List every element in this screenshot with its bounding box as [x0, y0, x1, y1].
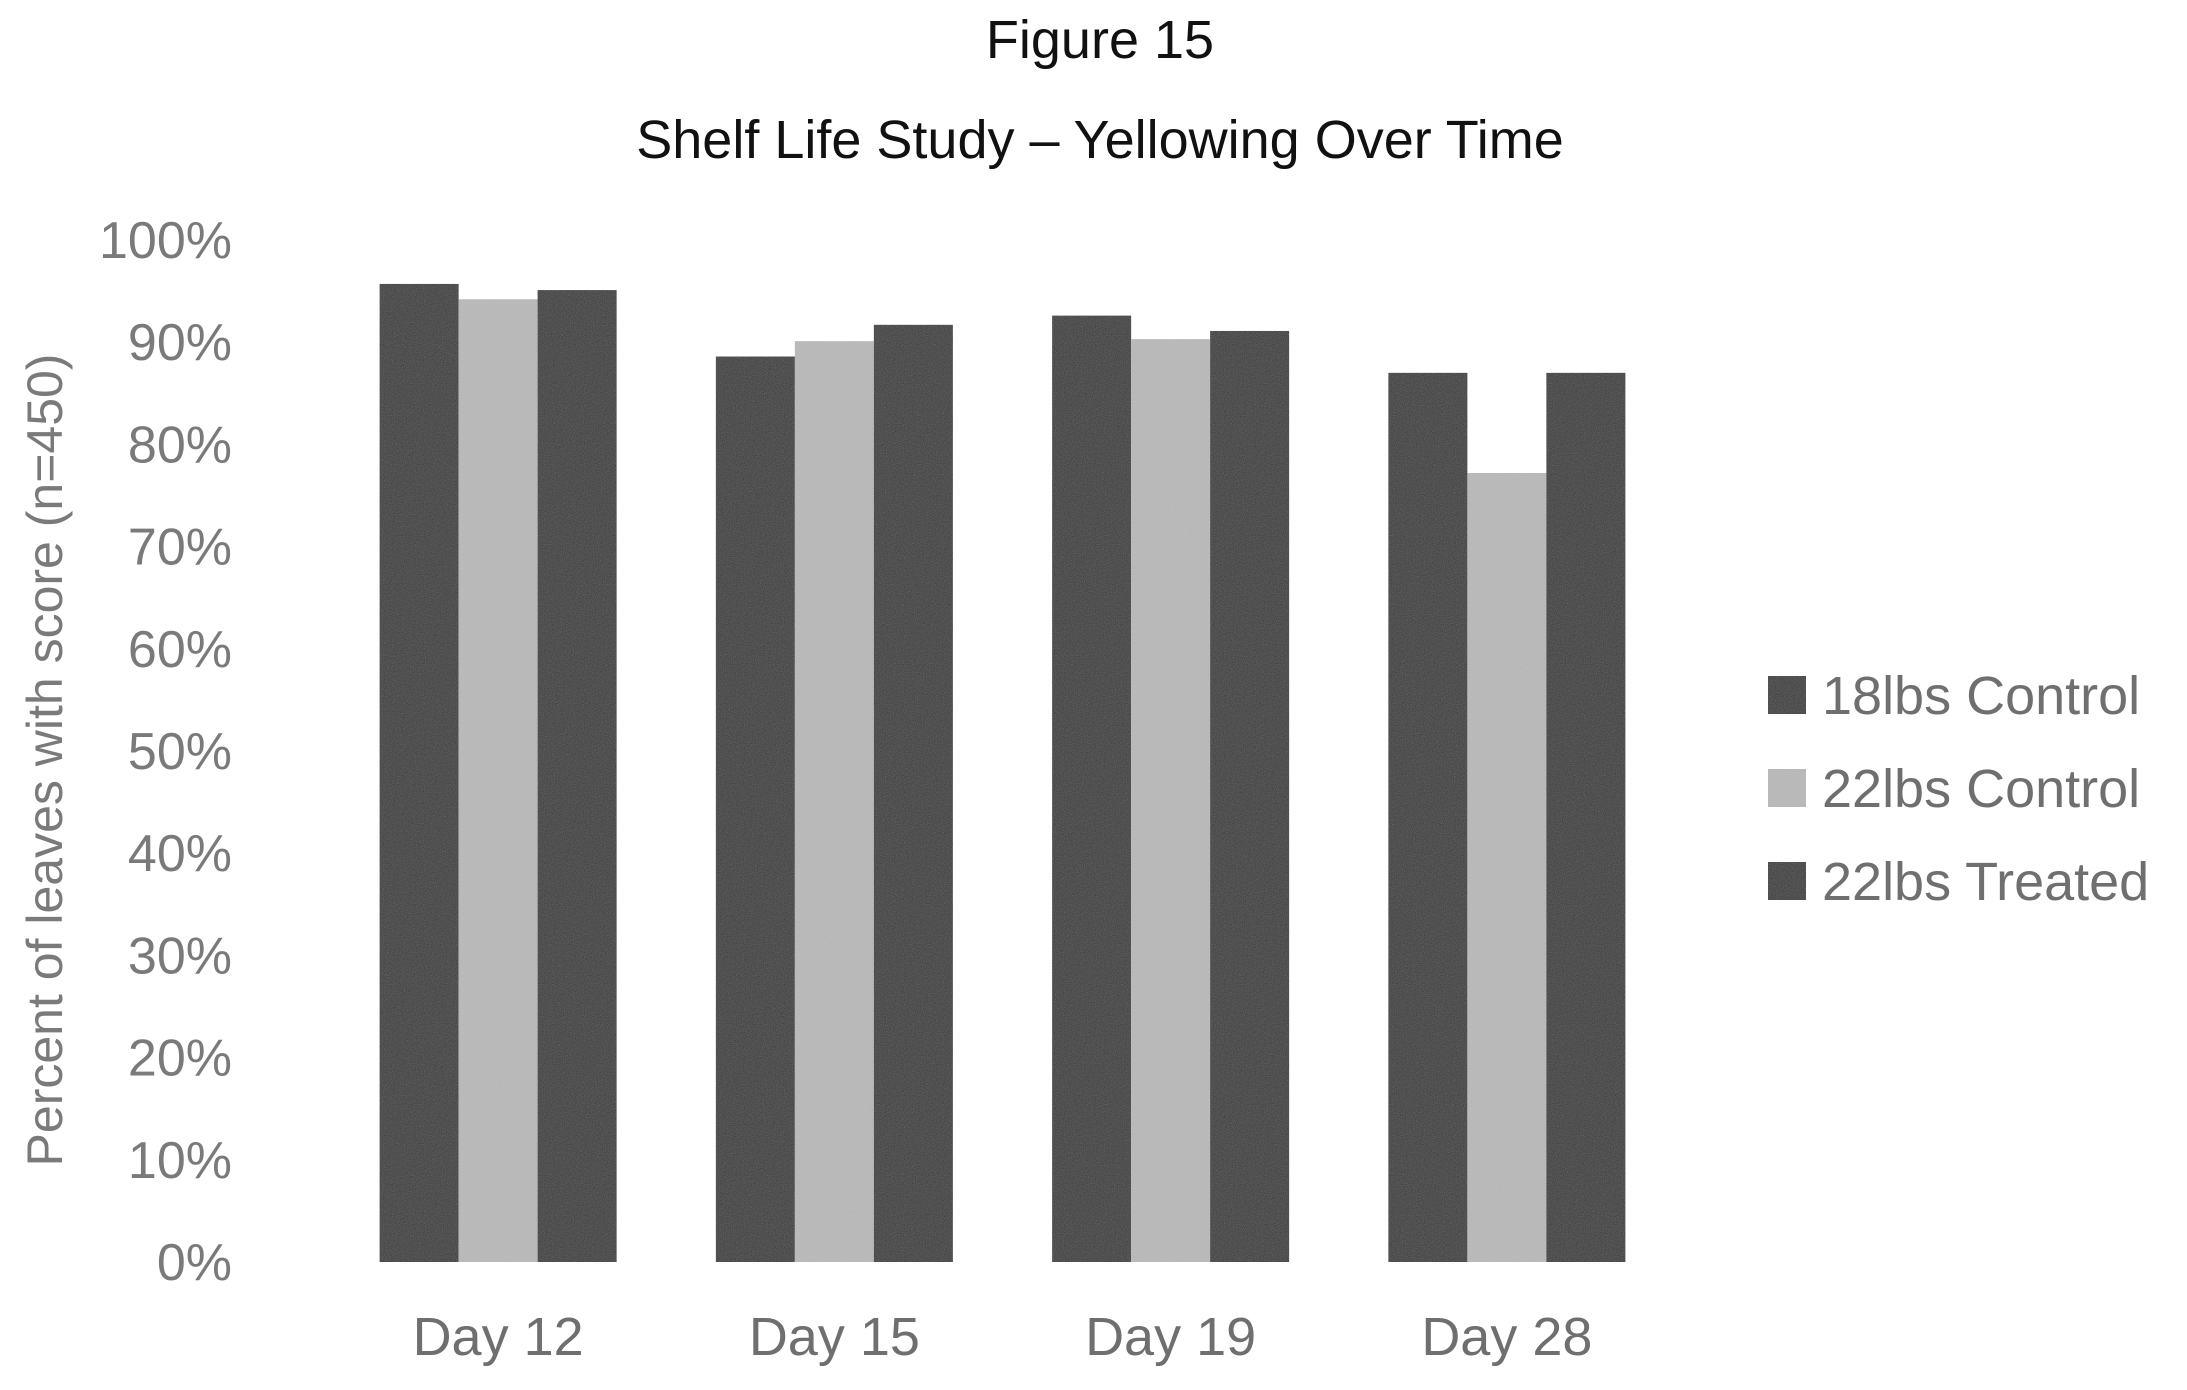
y-tick-label: 100%	[99, 212, 232, 270]
y-tick-label: 20%	[128, 1030, 232, 1088]
legend-swatch	[1768, 862, 1806, 900]
y-tick-label: 10%	[128, 1132, 232, 1190]
y-tick-label: 60%	[128, 621, 232, 679]
y-tick-label: 80%	[128, 416, 232, 474]
x-tick-label: Day 28	[1421, 1307, 1592, 1367]
y-axis-title: Percent of leaves with score (n=450)	[17, 354, 73, 1167]
legend-swatch	[1768, 676, 1806, 714]
legend-swatch	[1768, 769, 1806, 807]
bar	[458, 299, 538, 1262]
legend-label: 18lbs Control	[1822, 666, 2140, 726]
bar	[379, 283, 459, 1262]
y-axis-ticks: 0% 10% 20% 30% 40% 50% 60% 70% 80% 90% 100%	[99, 212, 232, 1292]
x-tick-label: Day 19	[1085, 1307, 1256, 1367]
x-axis-labels: Day 12 Day 15 Day 19 Day 28	[413, 1307, 1593, 1367]
bar	[1210, 330, 1290, 1262]
bar	[873, 324, 953, 1262]
y-tick-label: 40%	[128, 825, 232, 883]
bar	[1052, 315, 1132, 1262]
bar	[1546, 372, 1626, 1262]
legend-label: 22lbs Treated	[1822, 852, 2149, 912]
bar	[1131, 339, 1211, 1262]
bar-plot-area	[379, 283, 1626, 1263]
x-tick-label: Day 15	[749, 1307, 920, 1367]
y-tick-label: 70%	[128, 519, 232, 577]
x-tick-label: Day 12	[413, 1307, 584, 1367]
bar	[715, 356, 795, 1262]
y-tick-label: 50%	[128, 723, 232, 781]
y-tick-label: 90%	[128, 314, 232, 372]
bar	[1388, 372, 1468, 1262]
chart-title: Figure 15	[986, 10, 1214, 70]
bar	[1467, 473, 1547, 1262]
bar	[794, 341, 874, 1263]
legend-label: 22lbs Control	[1822, 759, 2140, 819]
legend: 18lbs Control 22lbs Control 22lbs Treated	[1768, 666, 2149, 912]
y-tick-label: 0%	[157, 1234, 232, 1292]
bar	[537, 290, 617, 1262]
y-tick-label: 30%	[128, 927, 232, 985]
chart-subtitle: Shelf Life Study – Yellowing Over Time	[636, 110, 1564, 170]
